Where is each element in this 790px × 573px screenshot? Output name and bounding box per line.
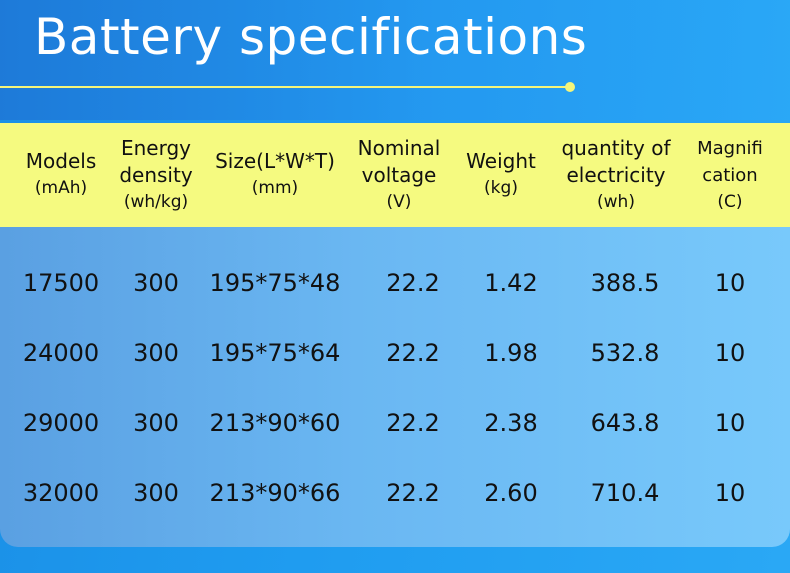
header-weight: Weight (kg): [458, 123, 544, 227]
header-energy-density-unit: (wh/kg): [123, 191, 189, 212]
cell-electricity: 710.4: [590, 479, 660, 507]
cell-model: 29000: [22, 409, 100, 437]
cell-model: 32000: [22, 479, 100, 507]
header-energy-density-line2: density: [119, 162, 193, 187]
header-nominal-voltage-line2: voltage: [361, 162, 437, 187]
cell-model: 24000: [22, 339, 100, 367]
header-models-title: Models: [25, 149, 97, 173]
header-size-unit: (mm): [251, 178, 299, 198]
cell-magnification: 10: [714, 479, 746, 507]
header-magnification: Magnifi cation (C): [686, 123, 774, 227]
title-banner-background: [0, 0, 790, 120]
cell-electricity: 643.8: [590, 409, 660, 437]
header-size: Size(L*W*T) (mm): [208, 123, 342, 227]
cell-size: 195*75*64: [209, 339, 341, 367]
table-header-row: Models (mAh) Energy density (wh/kg) Size…: [0, 123, 790, 227]
cell-energy-density: 300: [133, 479, 179, 507]
header-energy-density-line1: Energy: [120, 135, 192, 160]
header-energy-density: Energy density (wh/kg): [112, 123, 200, 227]
title-underline-dot: [565, 82, 575, 92]
header-electricity: quantity of electricity (wh): [552, 123, 680, 227]
table-row: 24000 300 195*75*64 22.2 1.98 532.8 10: [0, 333, 790, 373]
cell-energy-density: 300: [133, 409, 179, 437]
cell-electricity: 388.5: [590, 269, 660, 297]
header-magnification-line1: Magnifi: [697, 137, 763, 159]
cell-size: 213*90*60: [209, 409, 341, 437]
cell-magnification: 10: [714, 409, 746, 437]
header-nominal-voltage-line1: Nominal: [357, 135, 441, 160]
cell-energy-density: 300: [133, 339, 179, 367]
cell-electricity: 532.8: [590, 339, 660, 367]
header-magnification-unit: (C): [717, 191, 743, 212]
page-title: Battery specifications: [34, 8, 588, 66]
cell-weight: 1.42: [484, 269, 538, 297]
cell-nominal-voltage: 22.2: [386, 339, 440, 367]
cell-magnification: 10: [714, 339, 746, 367]
cell-weight: 2.38: [484, 409, 538, 437]
cell-nominal-voltage: 22.2: [386, 269, 440, 297]
header-electricity-line1: quantity of: [561, 135, 671, 160]
header-models: Models (mAh): [18, 123, 104, 227]
cell-weight: 1.98: [484, 339, 538, 367]
cell-nominal-voltage: 22.2: [386, 409, 440, 437]
cell-size: 195*75*48: [209, 269, 341, 297]
header-weight-title: Weight: [466, 149, 536, 173]
cell-energy-density: 300: [133, 269, 179, 297]
header-magnification-line2: cation: [702, 164, 758, 186]
header-size-title: Size(L*W*T): [215, 149, 335, 173]
cell-weight: 2.60: [484, 479, 538, 507]
cell-magnification: 10: [714, 269, 746, 297]
header-models-unit: (mAh): [34, 178, 88, 198]
header-weight-unit: (kg): [484, 178, 518, 198]
cell-size: 213*90*66: [209, 479, 341, 507]
spec-table: Models (mAh) Energy density (wh/kg) Size…: [0, 123, 790, 547]
header-electricity-unit: (wh): [597, 191, 635, 212]
cell-model: 17500: [22, 269, 100, 297]
table-row: 32000 300 213*90*66 22.2 2.60 710.4 10: [0, 473, 790, 513]
header-nominal-voltage-unit: (V): [386, 191, 412, 212]
table-row: 29000 300 213*90*60 22.2 2.38 643.8 10: [0, 403, 790, 443]
cell-nominal-voltage: 22.2: [386, 479, 440, 507]
header-nominal-voltage: Nominal voltage (V): [350, 123, 448, 227]
table-row: 17500 300 195*75*48 22.2 1.42 388.5 10: [0, 263, 790, 303]
header-electricity-line2: electricity: [566, 162, 666, 187]
title-underline: [0, 86, 570, 88]
